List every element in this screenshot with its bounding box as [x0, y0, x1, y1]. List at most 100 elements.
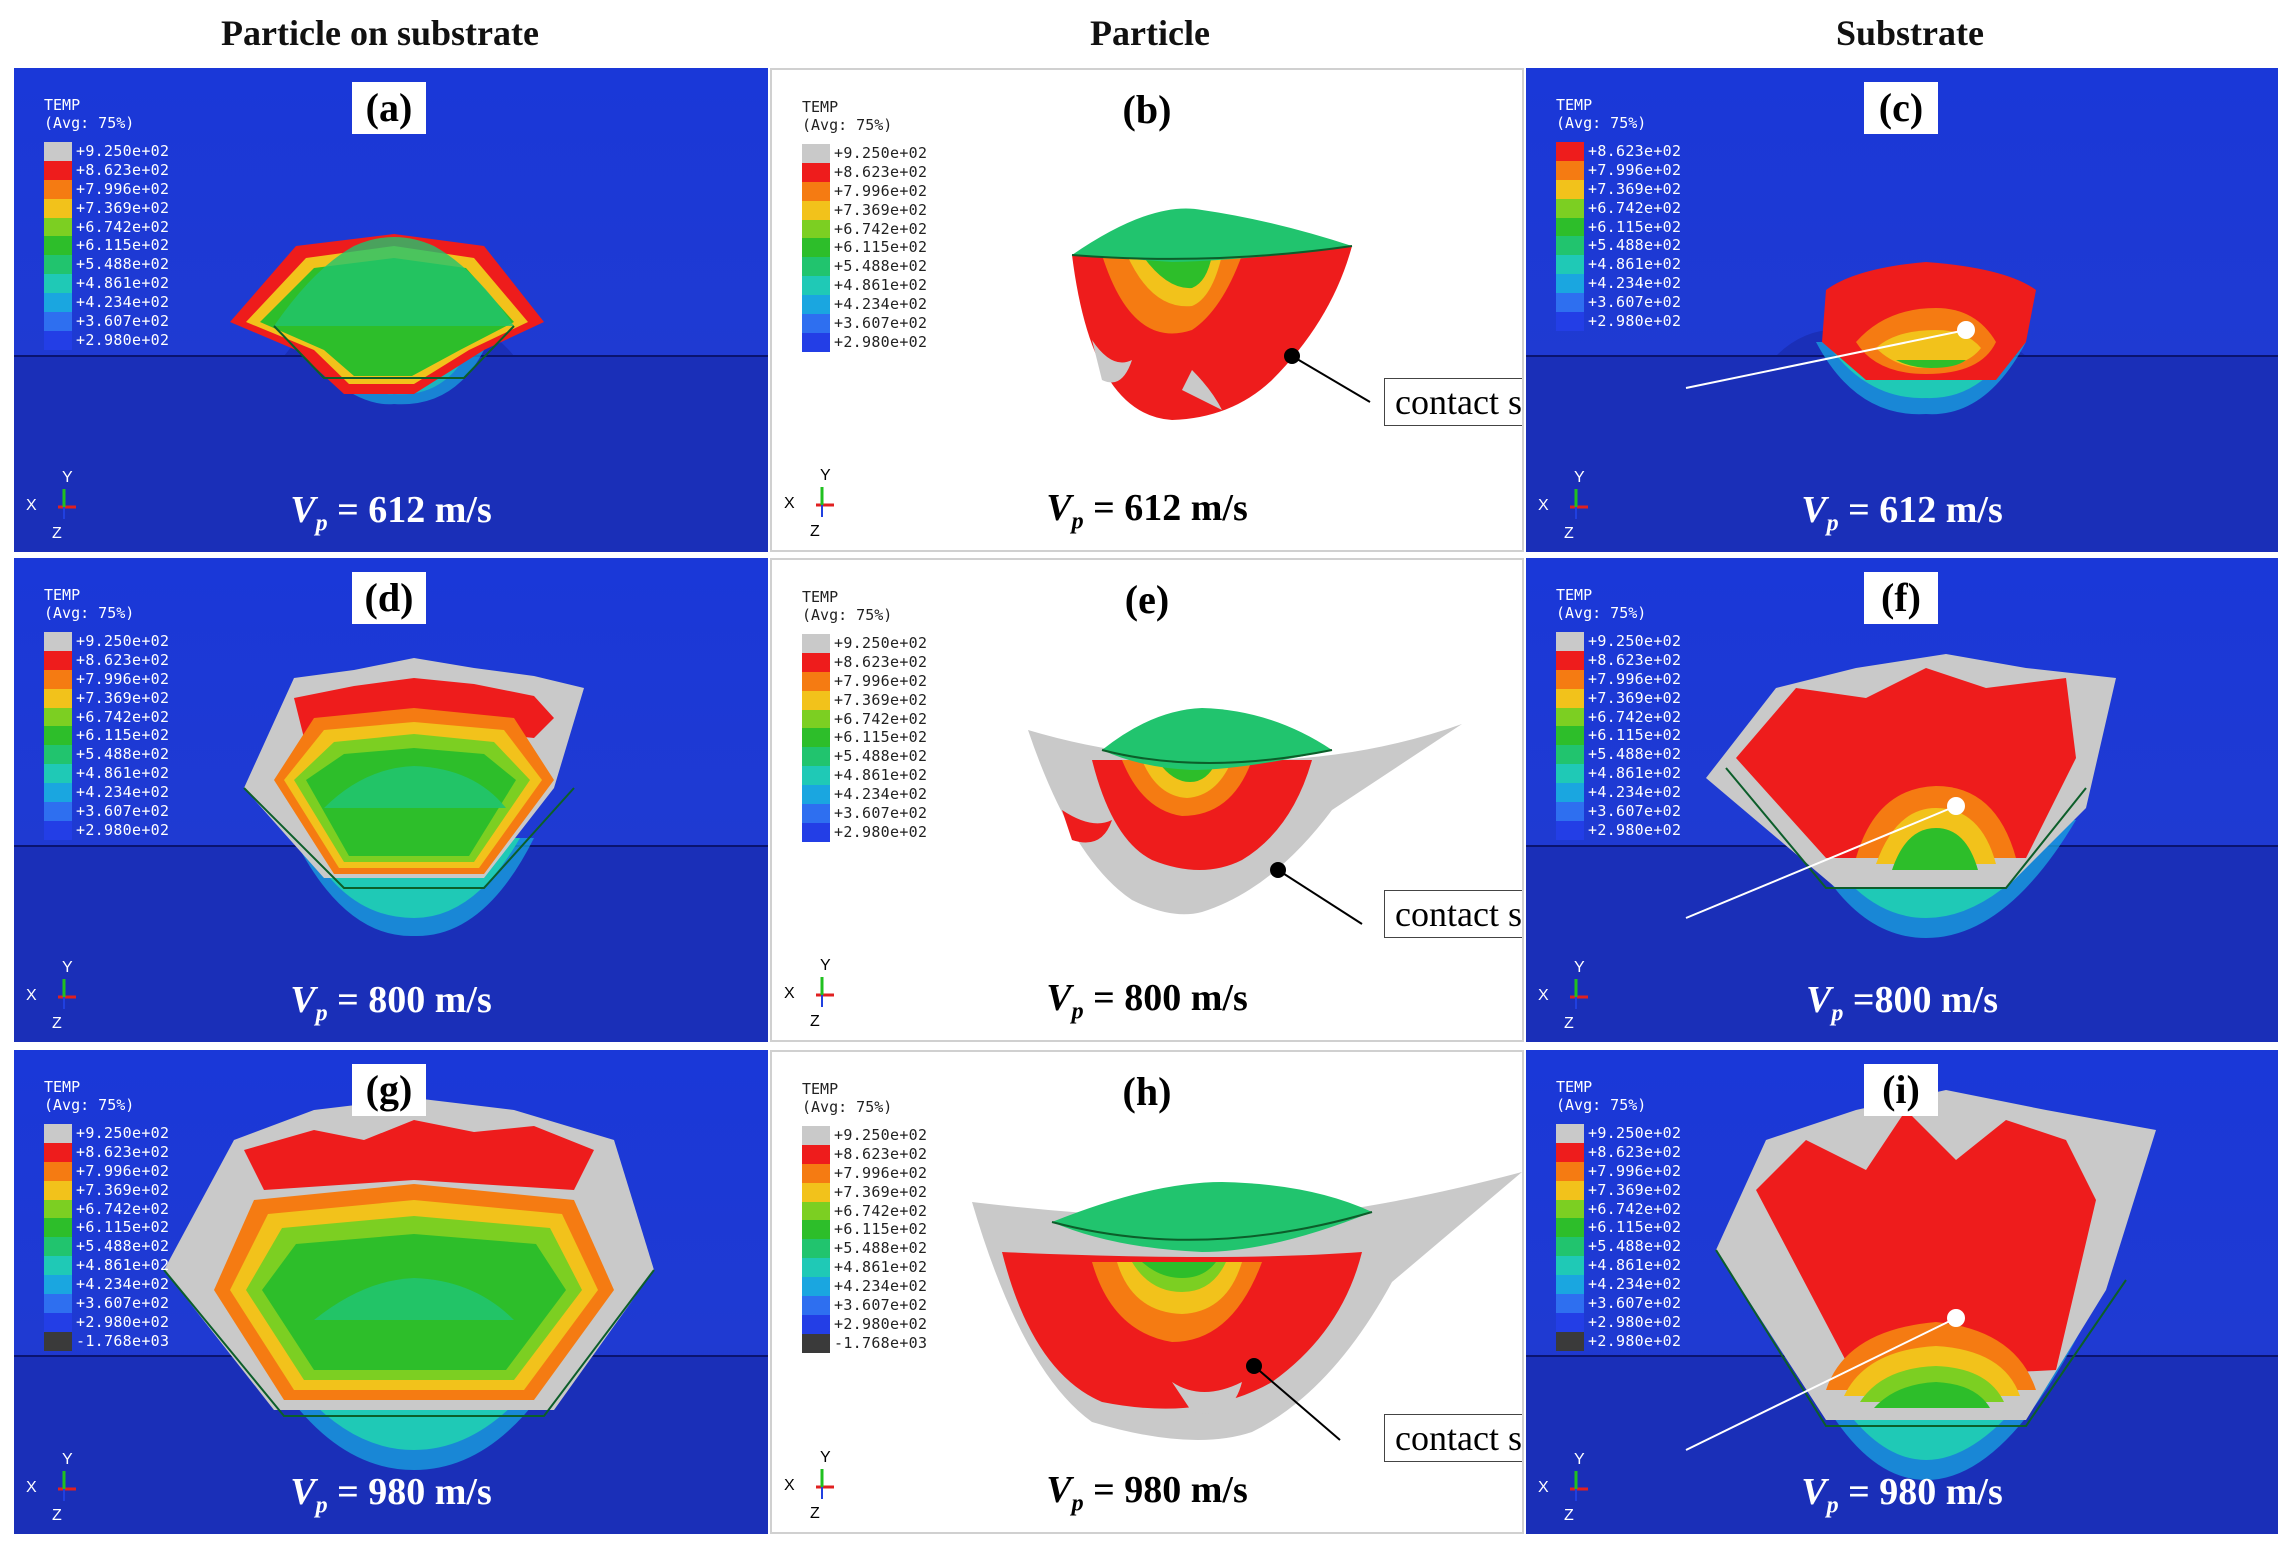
legend-row: +4.861e+02	[802, 276, 928, 296]
panel-c-plot	[1526, 262, 2278, 552]
legend-label: +4.861e+02	[76, 764, 170, 783]
legend-row: +6.742e+02	[44, 1199, 169, 1219]
legend-label: +4.861e+02	[834, 766, 928, 785]
legend-title: TEMP	[44, 1078, 81, 1096]
legend-swatch	[1556, 236, 1584, 256]
panel-c: (c) TEMP (Avg: 75%) +8.623e+02 +7.996e+02 +7…	[1526, 68, 2278, 552]
legend-label: +7.369e+02	[76, 688, 170, 707]
axis-x-label: X	[1538, 497, 1549, 514]
legend-label: +3.607e+02	[1588, 293, 1682, 312]
velocity-value: = 980 m/s	[327, 1471, 492, 1514]
axis-z-label: Z	[810, 523, 820, 540]
panel-e-velocity: Vp = 800 m/s	[772, 976, 1522, 1026]
legend-label: +5.488e+02	[834, 257, 928, 276]
legend-swatch	[44, 1294, 72, 1313]
legend-label: +7.996e+02	[76, 179, 170, 198]
panel-c-axis-triad: X Y Z	[1534, 469, 1614, 544]
legend-swatch	[44, 1180, 72, 1200]
panel-c-legend: TEMP (Avg: 75%) +8.623e+02 +7.996e+02 +7.369…	[1556, 96, 1681, 331]
legend-row: +4.234e+02	[1556, 1275, 1682, 1295]
legend-swatch	[44, 330, 72, 350]
panel-d-tag: (d)	[352, 572, 426, 624]
header-substrate: Substrate	[1835, 13, 1984, 53]
legend-label: +5.488e+02	[834, 1239, 928, 1258]
legend-label: +4.861e+02	[834, 276, 928, 295]
legend-row: +8.623e+02	[44, 1142, 170, 1162]
legend-swatch	[1556, 1237, 1584, 1257]
legend-row: +6.115e+02	[1556, 217, 1681, 237]
legend-label: +8.623e+02	[76, 1142, 170, 1161]
panel-g-legend: TEMP (Avg: 75%) +9.250e+02 +8.623e+02 +7.996…	[44, 1078, 169, 1351]
legend-label: +6.115e+02	[76, 1218, 170, 1237]
legend-swatch	[1556, 1331, 1584, 1351]
axis-y-label: Y	[62, 1451, 73, 1468]
legend-swatch	[1556, 293, 1584, 313]
panel-c-velocity: Vp = 612 m/s	[1526, 488, 2278, 538]
legend-title: TEMP	[802, 588, 839, 606]
legend-row: +2.980e+02	[802, 822, 927, 842]
legend-swatch	[44, 142, 72, 161]
legend-title: TEMP	[802, 1080, 839, 1098]
legend-label: +4.234e+02	[1588, 783, 1682, 802]
axis-z-label: Z	[1564, 1015, 1574, 1032]
legend-row: +5.488e+02	[1556, 1237, 1681, 1257]
legend-label: +7.996e+02	[834, 1163, 928, 1182]
legend-row: +3.607e+02	[44, 802, 169, 821]
legend-swatch	[44, 236, 72, 256]
legend-swatch	[802, 1182, 830, 1202]
panel-f-axis-triad: X Y Z	[1534, 959, 1614, 1034]
panel-b-velocity: Vp = 612 m/s	[772, 486, 1522, 536]
axis-triad-graphic	[58, 979, 76, 1009]
legend-swatch	[802, 238, 830, 258]
legend-swatch	[802, 1333, 830, 1353]
legend-row: +7.996e+02	[1556, 160, 1681, 180]
legend-subtitle: (Avg: 75%)	[802, 1098, 893, 1116]
legend-label: +9.250e+02	[834, 144, 928, 162]
legend-label: +4.234e+02	[1588, 1275, 1682, 1294]
legend-swatch	[802, 1239, 830, 1259]
legend-swatch	[1556, 217, 1584, 237]
legend-swatch	[802, 1163, 830, 1183]
panel-h-plot	[972, 1172, 1522, 1441]
legend-row: +7.369e+02	[802, 200, 927, 220]
legend-swatch	[44, 217, 72, 237]
panel-f-tag: (f)	[1864, 572, 1938, 624]
legend-label: +6.742e+02	[76, 707, 170, 726]
legend-label: +3.607e+02	[834, 1296, 928, 1315]
legend-label: +7.369e+02	[1588, 1180, 1682, 1199]
header-particle-on-substrate: Particle on substrate	[221, 13, 539, 53]
legend-title: TEMP	[44, 96, 81, 114]
axis-triad-graphic	[1570, 489, 1588, 519]
legend-label: +3.607e+02	[834, 804, 928, 823]
legend-label: +4.234e+02	[76, 783, 170, 802]
legend-swatch	[802, 804, 830, 823]
velocity-symbol: V	[1801, 489, 1827, 532]
legend-swatch	[44, 1331, 72, 1351]
legend-label: +7.369e+02	[1588, 688, 1682, 707]
panel-a-legend: TEMP (Avg: 75%) +9.250e+02 +8.623e+02 +7.996…	[44, 96, 169, 350]
legend-swatch	[1556, 650, 1584, 670]
legend-row: +8.623e+02	[44, 650, 169, 670]
legend-row: +2.980e+02	[1556, 820, 1681, 840]
axis-z-label: Z	[52, 1507, 62, 1524]
legend-label: +2.980e+02	[76, 330, 170, 349]
legend-swatch	[44, 1124, 72, 1143]
legend-label: +9.250e+02	[834, 634, 928, 652]
legend-swatch	[1556, 688, 1584, 708]
panel-g-plot	[14, 1098, 768, 1534]
velocity-symbol: V	[1046, 487, 1072, 530]
velocity-subscript: p	[1071, 999, 1084, 1025]
legend-swatch	[1556, 274, 1584, 294]
panel-f: (f) TEMP (Avg: 75%) +9.250e+02 +8.623e+02 +7…	[1526, 558, 2278, 1042]
legend-row: +7.369e+02	[44, 198, 169, 218]
legend-label: +5.488e+02	[1588, 745, 1682, 764]
legend-swatch	[802, 822, 830, 842]
legend-row: +4.234e+02	[44, 783, 170, 803]
axis-triad-graphic	[816, 977, 834, 1007]
axis-y-label: Y	[820, 957, 831, 974]
legend-label: +7.369e+02	[1588, 179, 1682, 198]
panel-b: (b) TEMP (Avg: 75%) +9.250e+02 +8.623e+02 +7…	[770, 68, 1524, 552]
legend-label: +3.607e+02	[1588, 1294, 1682, 1313]
legend-label: +8.623e+02	[1588, 650, 1682, 669]
legend-label: +8.623e+02	[76, 160, 170, 179]
